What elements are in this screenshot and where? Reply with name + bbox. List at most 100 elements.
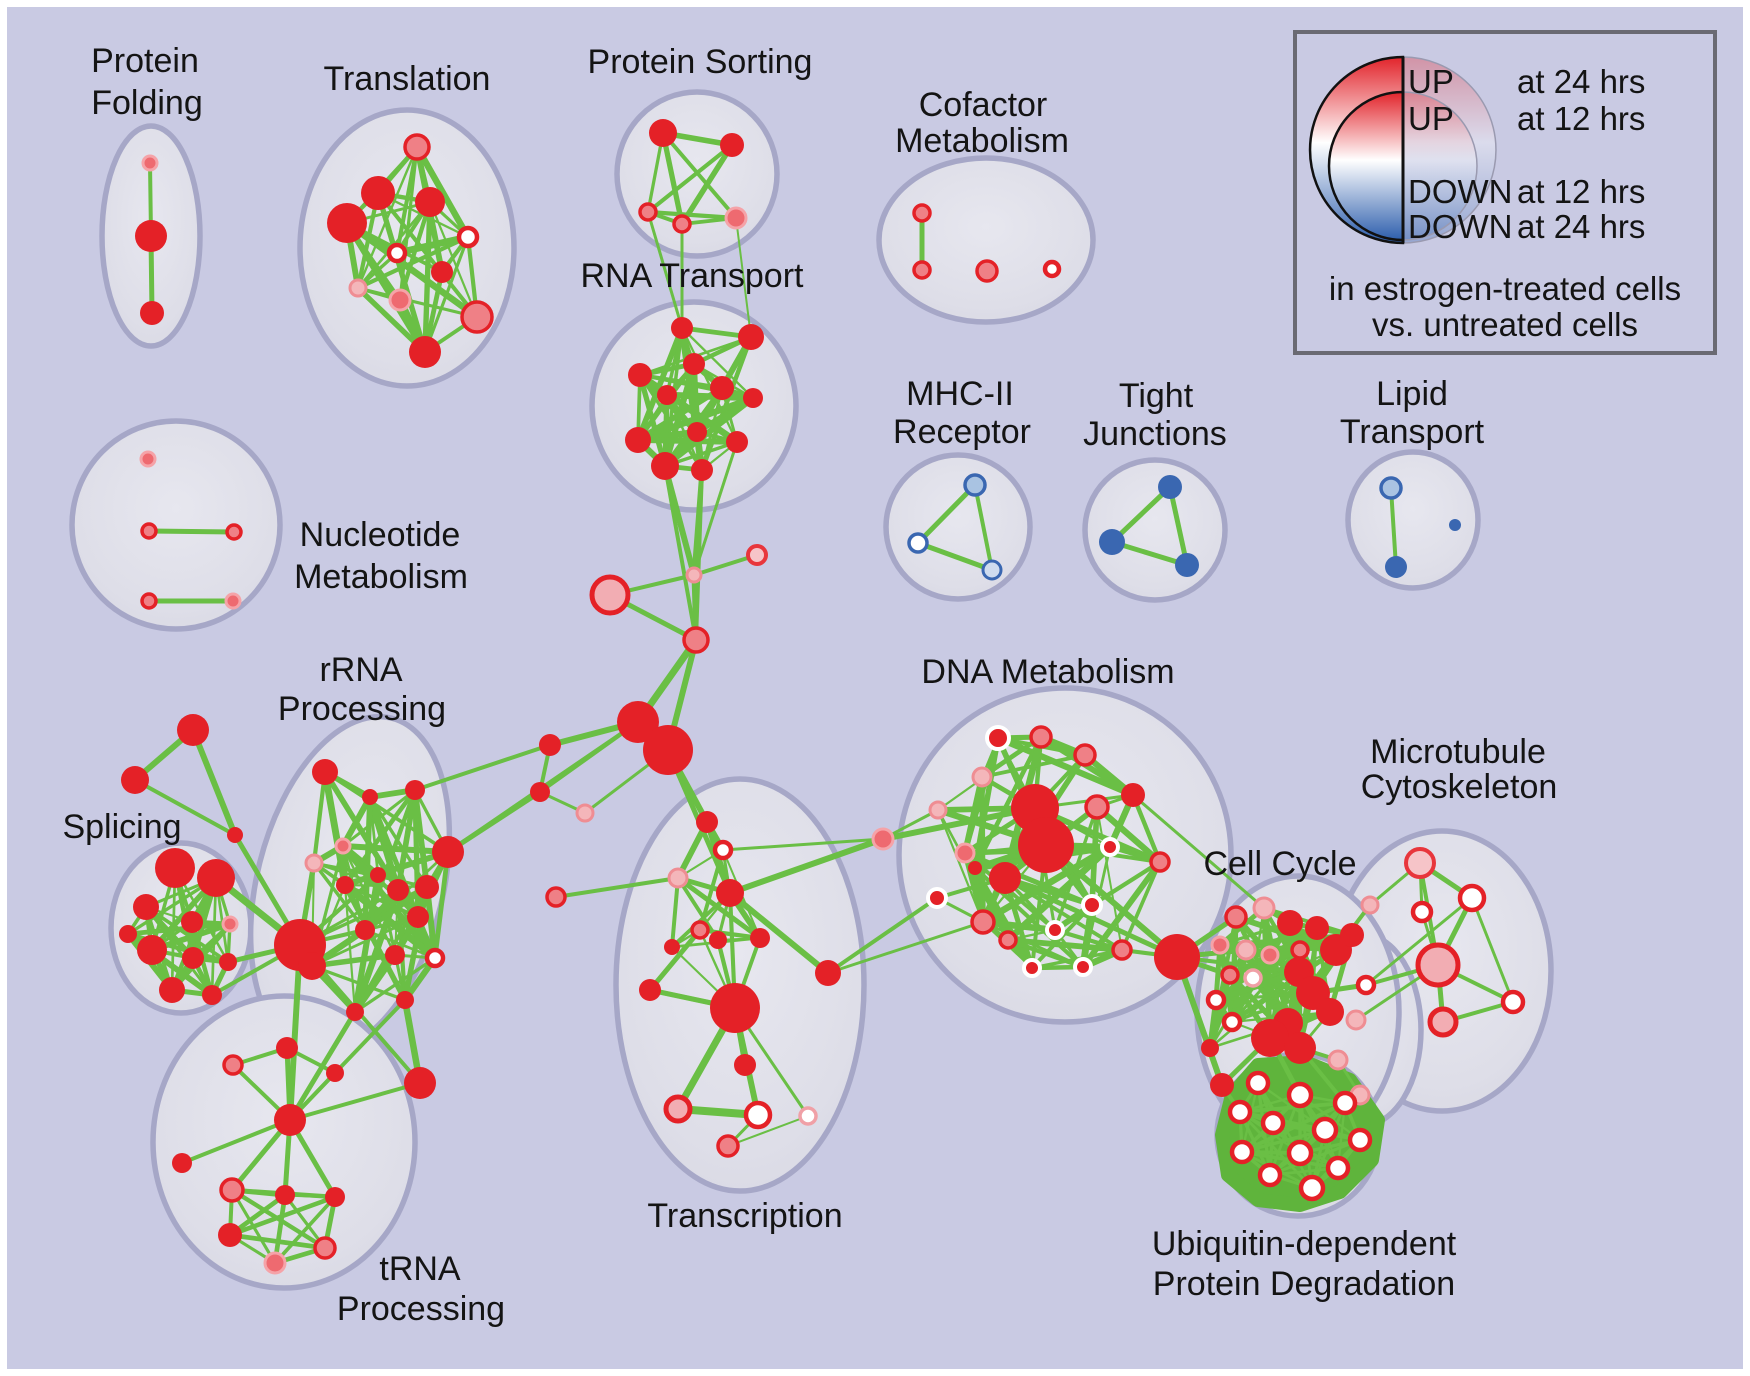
- gene-node-rt12: [691, 459, 713, 481]
- edge: [979, 774, 986, 925]
- legend-direction-2: DOWN: [1408, 173, 1512, 210]
- gene-node-tr1: [403, 133, 431, 161]
- edge: [979, 843, 1114, 926]
- gene-node-t1: [172, 1153, 192, 1173]
- edge: [973, 483, 994, 572]
- edge: [342, 882, 408, 1003]
- gene-node-cf2: [912, 260, 932, 280]
- legend-time-1: at 12 hrs: [1517, 100, 1645, 137]
- gene-node-cc15: [1340, 923, 1364, 947]
- gene-node-tx10: [750, 928, 770, 948]
- gene-node-rt2: [738, 324, 764, 350]
- edge: [1109, 484, 1173, 545]
- gene-node-dm22: [998, 930, 1018, 950]
- gene-node-cc1: [1224, 905, 1248, 929]
- gene-node-rr8: [387, 879, 409, 901]
- edge: [727, 1115, 809, 1147]
- gene-node-t2: [222, 1054, 244, 1076]
- gene-node-cf3: [975, 259, 999, 283]
- gene-node-tj3: [1175, 553, 1199, 577]
- gene-node-rt10: [726, 431, 748, 453]
- edge: [692, 553, 759, 577]
- edge: [1470, 896, 1515, 1004]
- edge: [660, 130, 685, 227]
- cluster-label: Translation: [324, 60, 491, 98]
- gene-node-ub2: [1286, 1081, 1314, 1109]
- gene-node-tr9: [388, 288, 412, 312]
- gene-node-mt4: [1415, 942, 1461, 988]
- gene-node-cc13: [1201, 1039, 1219, 1057]
- edge: [994, 734, 1137, 799]
- edge: [376, 873, 407, 1002]
- gene-node-sp10: [159, 977, 185, 1003]
- gene-node-sp7: [182, 947, 204, 969]
- cluster-label: RNA Transport: [581, 257, 805, 295]
- gene-node-cc23: [1355, 974, 1377, 996]
- legend-note-line1: in estrogen-treated cells: [1329, 270, 1681, 307]
- gene-node-tx5: [545, 886, 567, 908]
- gene-node-dm16: [1081, 894, 1103, 916]
- edge: [680, 326, 755, 400]
- gene-node-ccb: [1210, 1073, 1234, 1097]
- edge: [1240, 1128, 1327, 1154]
- cluster-label: Folding: [91, 84, 203, 122]
- edge: [727, 890, 831, 976]
- gene-node-dm5: [928, 800, 948, 820]
- gene-node-cc12: [1221, 1011, 1243, 1033]
- gene-node-mt6: [1500, 989, 1526, 1015]
- legend-direction-1: UP: [1408, 100, 1454, 137]
- gene-node-t10: [313, 1236, 337, 1260]
- gene-node-rr14: [424, 947, 446, 969]
- gene-node-tr7: [431, 261, 453, 283]
- gene-node-t9: [218, 1223, 242, 1247]
- gene-node-rt3: [628, 363, 652, 387]
- edge: [1130, 792, 1163, 865]
- edge: [647, 927, 703, 993]
- gene-node-ch4: [746, 544, 768, 566]
- gene-node-nm1: [139, 450, 157, 468]
- gene-node-dm10: [954, 842, 976, 864]
- edge: [144, 905, 230, 964]
- cluster-label: Nucleotide: [300, 516, 461, 554]
- edge: [180, 1118, 292, 1165]
- gene-node-rt4: [683, 353, 705, 375]
- gene-node-cc25: [1327, 1049, 1349, 1071]
- cluster-label: Metabolism: [895, 122, 1069, 160]
- gene-node-dm17: [1045, 920, 1065, 940]
- edge: [351, 871, 382, 1016]
- gene-node-nm4: [140, 592, 158, 610]
- edge: [646, 210, 684, 330]
- gene-node-nm2: [140, 522, 158, 540]
- gene-node-ub7: [1347, 1127, 1373, 1153]
- gene-node-tx12: [734, 1054, 756, 1076]
- gene-node-sp4: [181, 911, 203, 933]
- legend-time-2: at 12 hrs: [1517, 173, 1645, 210]
- gene-node-lt1: [1379, 476, 1403, 500]
- gene-node-dm7: [1084, 794, 1110, 820]
- gene-node-tr8: [348, 278, 368, 298]
- gene-node-tx4: [716, 879, 744, 907]
- gene-node-tx16: [716, 1134, 740, 1158]
- edge: [826, 920, 985, 975]
- gene-node-cc6: [1210, 935, 1230, 955]
- gene-node-ub11: [1257, 1162, 1283, 1188]
- gene-node-ub10: [1325, 1155, 1351, 1181]
- gene-node-sp1: [155, 848, 195, 888]
- edge: [362, 884, 430, 933]
- edge: [635, 437, 740, 445]
- gene-node-ub6: [1311, 1116, 1339, 1144]
- gene-node-st3: [227, 827, 243, 843]
- cluster-label: Tight: [1119, 377, 1194, 415]
- cluster-trna-processing: [150, 993, 418, 1291]
- edge: [190, 727, 238, 838]
- gene-node-rr6: [336, 876, 354, 894]
- cluster-label: Splicing: [62, 808, 181, 846]
- legend-direction-0: UP: [1408, 63, 1454, 100]
- gene-node-mh1: [963, 473, 987, 497]
- gene-node-st2: [121, 766, 149, 794]
- edge: [1043, 842, 1180, 960]
- gene-node-mh2: [907, 532, 929, 554]
- gene-node-tx1: [696, 811, 718, 833]
- edge: [915, 540, 995, 573]
- edge: [413, 743, 552, 792]
